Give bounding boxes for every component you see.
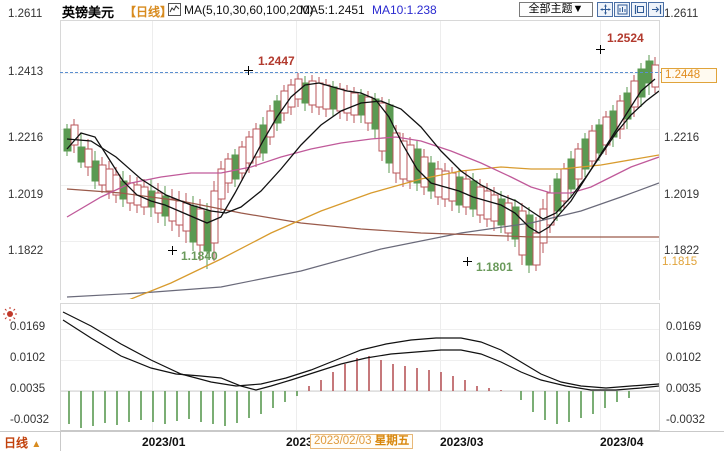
high-reference-line xyxy=(60,72,668,73)
x-tick-3: 2023/04 xyxy=(600,435,644,449)
price-axis-right-1: 1.2216 xyxy=(664,132,700,144)
period-tab[interactable]: 日线 ▲ xyxy=(4,434,58,450)
price-axis-left-3: 1.2019 xyxy=(8,189,44,201)
ma10-line xyxy=(66,90,659,220)
high-marker-label-right: 1.2524 xyxy=(607,31,644,45)
price-axis-left-2: 1.2216 xyxy=(8,132,44,144)
period-tab-label: 日线 xyxy=(4,436,29,450)
ma-line-icon xyxy=(168,3,181,16)
macd-diff-line xyxy=(62,311,659,389)
price-axis-left-4: 1.1822 xyxy=(8,245,44,257)
macd-svg xyxy=(61,311,659,428)
low-marker-label-left: 1.1840 xyxy=(181,249,218,263)
macd-axis-left-2: 0.0035 xyxy=(10,383,46,395)
macd-axis-right-3: -0.0032 xyxy=(666,414,706,426)
date-tooltip-date: 2023/02/03 xyxy=(314,435,372,447)
high-marker-label-mid: 1.2447 xyxy=(258,54,295,68)
macd-axis-left-1: 0.0102 xyxy=(10,352,46,364)
current-price-tag: 1.2448 xyxy=(661,68,717,83)
low-marker-cross-left xyxy=(168,246,177,255)
theme-dropdown[interactable]: 全部主题▼ xyxy=(519,2,593,17)
ma-formula-label: MA(5,10,30,60,100,200) xyxy=(184,3,314,17)
high-marker-cross-right xyxy=(596,45,605,54)
period-tab-arrow-icon: ▲ xyxy=(31,439,42,450)
sun-indicator-icon[interactable] xyxy=(2,306,18,322)
macd-axis-left-3: -0.0032 xyxy=(10,414,50,426)
price-axis-right-0: 1.2611 xyxy=(664,8,699,20)
axis-divider xyxy=(60,431,61,451)
high-marker-cross-mid xyxy=(244,66,253,75)
price-axis-right-3: 1.1822 xyxy=(664,245,700,257)
fit-window-icon[interactable] xyxy=(614,2,630,17)
date-tooltip: 2023/02/03 星期五 xyxy=(310,434,414,449)
ma5-line xyxy=(66,78,656,234)
ma60-line xyxy=(129,154,659,299)
macd-chart-panel[interactable] xyxy=(60,303,660,431)
price-axis-left-1: 1.2413 xyxy=(8,66,44,78)
price-axis-right-2: 1.2019 xyxy=(664,189,700,201)
ma5-value: MA5:1.2451 xyxy=(300,3,365,17)
macd-axis-right-0: 0.0169 xyxy=(666,321,702,333)
low-marker-cross-right xyxy=(463,257,472,266)
x-tick-2: 2023/03 xyxy=(440,435,484,449)
price-chart-panel[interactable] xyxy=(60,20,660,300)
ma200-line xyxy=(66,182,659,298)
price-axis-left-0: 1.2611 xyxy=(8,8,43,20)
x-tick-0: 2023/01 xyxy=(142,435,186,449)
crosshair-move-icon[interactable] xyxy=(597,2,613,17)
expand-right-icon[interactable] xyxy=(648,2,664,17)
chart-header: 英镑美元 【日线】 MA(5,10,30,60,100,200) MA5:1.2… xyxy=(0,0,724,20)
macd-axis-left-0: 0.0169 xyxy=(10,321,46,333)
align-left-icon[interactable] xyxy=(631,2,647,17)
date-tooltip-weekday: 星期五 xyxy=(374,435,410,447)
macd-axis-right-1: 0.0102 xyxy=(666,352,702,364)
price-candles-svg xyxy=(63,55,659,299)
macd-axis-right-2: 0.0035 xyxy=(666,383,702,395)
symbol-title: 英镑美元 xyxy=(62,5,115,20)
symbol-period-label: 【日线】 xyxy=(124,5,173,19)
low-price-tag: 1.1815 xyxy=(662,256,698,268)
low-marker-label-right: 1.1801 xyxy=(476,260,513,274)
macd-dea-line xyxy=(62,319,659,391)
ma10-value: MA10:1.238 xyxy=(372,3,437,17)
ma100-line xyxy=(66,188,659,238)
